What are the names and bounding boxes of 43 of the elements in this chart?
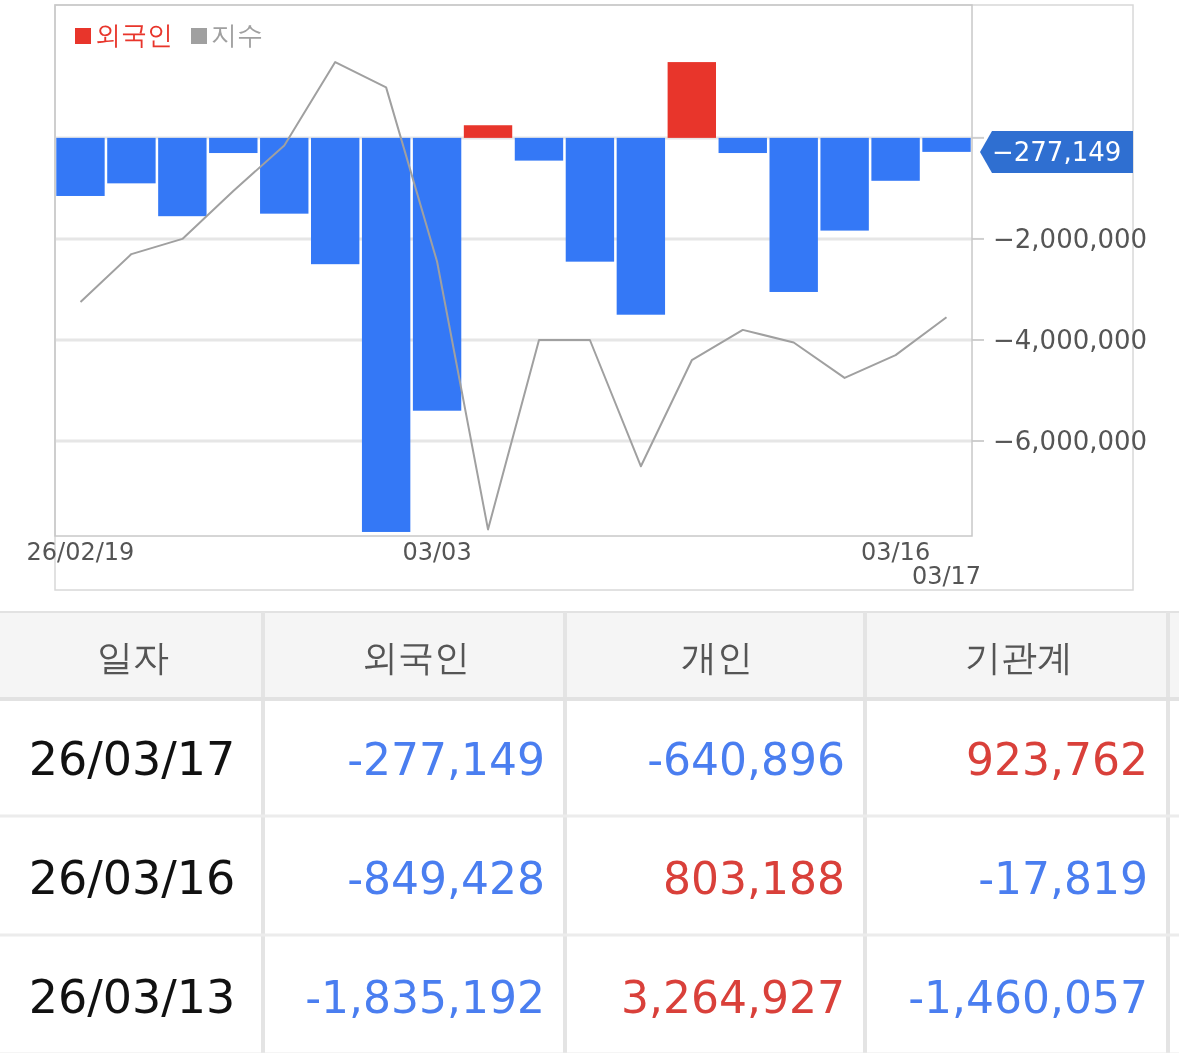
data-label: 3,264,927 (621, 972, 845, 1023)
bar (463, 125, 513, 138)
data-label: -849,428 (347, 853, 545, 904)
data-label: -1,835,192 (305, 972, 545, 1023)
data-label: 803,188 (663, 853, 845, 904)
bar (820, 137, 869, 231)
bar (107, 137, 156, 184)
data-label: -277,149 (347, 734, 545, 785)
bar (871, 137, 920, 181)
x-tick-label: 03/03 (402, 538, 472, 566)
y-tick-label: −6,000,000 (993, 426, 1148, 457)
legend-label: 지수 (211, 20, 263, 50)
bar (158, 137, 207, 217)
y-tick-label: 26/03/17 (28, 732, 236, 786)
value-flag: −277,149 (980, 130, 1133, 173)
bar (412, 137, 462, 411)
x-tick-label: 개인 (681, 637, 753, 678)
bar (616, 137, 666, 315)
y-axis-title: 일자 (96, 637, 169, 678)
bar (260, 137, 309, 214)
y-tick-label: 26/03/16 (28, 851, 236, 905)
data-label: -1,460,057 (908, 972, 1148, 1023)
y-tick-label: 26/03/13 (28, 970, 236, 1024)
bar (922, 137, 971, 152)
line-series (79, 61, 948, 531)
x-tick-label: 기관계 (964, 637, 1073, 678)
bar (718, 137, 767, 154)
data-label: -640,896 (647, 734, 845, 785)
bar (56, 137, 105, 196)
bar (565, 137, 615, 262)
bar (514, 137, 564, 161)
data-label: 923,762 (966, 734, 1148, 785)
x-tick-label: 26/02/19 (26, 538, 135, 566)
y-tick-label: −4,000,000 (993, 324, 1148, 355)
bar (361, 137, 411, 532)
bar (769, 137, 818, 292)
x-tick-label: 외국인 (362, 637, 470, 678)
legend-label: 외국인 (95, 20, 173, 50)
bar (667, 62, 716, 138)
bar (209, 137, 258, 154)
y-tick-label: −2,000,000 (993, 223, 1148, 254)
bar (311, 137, 360, 265)
data-label: -17,819 (978, 853, 1148, 904)
